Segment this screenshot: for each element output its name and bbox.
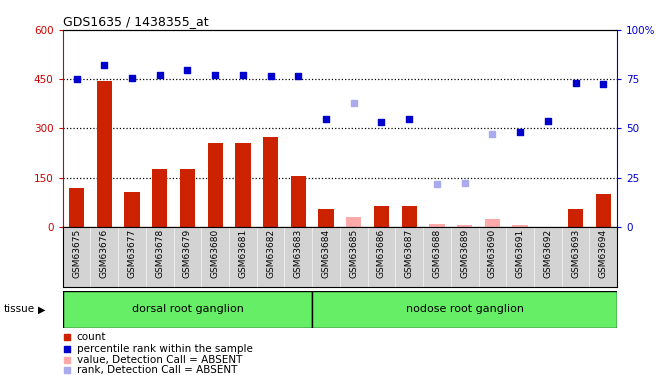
Bar (595, 194, 611, 227)
Point (62, 368, 73, 374)
Point (487, 131, 498, 137)
Point (348, 100, 359, 106)
Text: value, Detection Call = ABSENT: value, Detection Call = ABSENT (77, 355, 242, 365)
Text: GSM63686: GSM63686 (377, 229, 386, 278)
Text: GSM63693: GSM63693 (571, 229, 580, 278)
Bar (312, 291, 617, 328)
Bar (346, 217, 362, 227)
Text: count: count (77, 332, 106, 342)
Point (210, 72, 220, 78)
Point (598, 81, 609, 87)
Bar (207, 143, 223, 227)
Bar (69, 188, 84, 227)
Text: GSM63682: GSM63682 (266, 229, 275, 278)
Point (238, 72, 248, 78)
Text: percentile rank within the sample: percentile rank within the sample (77, 344, 252, 354)
Text: nodose root ganglion: nodose root ganglion (406, 304, 523, 314)
Bar (124, 192, 140, 227)
Text: GSM63684: GSM63684 (321, 229, 331, 278)
Text: dorsal root ganglion: dorsal root ganglion (131, 304, 244, 314)
Text: GDS1635 / 1438355_at: GDS1635 / 1438355_at (63, 15, 209, 28)
Point (127, 75, 137, 81)
Point (62, 346, 73, 352)
Point (62, 334, 73, 340)
Bar (235, 143, 251, 227)
Point (459, 180, 470, 186)
Point (182, 68, 193, 74)
Point (515, 129, 525, 135)
Text: rank, Detection Call = ABSENT: rank, Detection Call = ABSENT (77, 365, 237, 375)
Text: GSM63690: GSM63690 (488, 229, 497, 278)
Text: GSM63681: GSM63681 (238, 229, 248, 278)
Point (543, 118, 553, 124)
Text: GSM63687: GSM63687 (405, 229, 414, 278)
Bar (180, 170, 195, 227)
Point (376, 118, 387, 124)
Point (432, 181, 442, 187)
Point (321, 116, 331, 122)
Text: GSM63685: GSM63685 (349, 229, 358, 278)
Text: ▶: ▶ (38, 304, 45, 314)
Text: GSM63680: GSM63680 (211, 229, 220, 278)
Text: GSM63679: GSM63679 (183, 229, 192, 278)
Bar (96, 81, 112, 227)
Bar (290, 176, 306, 227)
Text: GSM63689: GSM63689 (460, 229, 469, 278)
Point (293, 73, 304, 79)
Point (154, 72, 165, 78)
Text: GSM63677: GSM63677 (127, 229, 137, 278)
Bar (374, 206, 389, 227)
Text: GSM63692: GSM63692 (543, 229, 552, 278)
Point (404, 116, 414, 122)
Bar (263, 136, 279, 227)
Text: GSM63683: GSM63683 (294, 229, 303, 278)
Bar (429, 224, 445, 227)
Bar (318, 209, 334, 227)
Point (570, 80, 581, 86)
Bar (63, 291, 312, 328)
Bar (512, 225, 528, 227)
Text: GSM63691: GSM63691 (515, 229, 525, 278)
Text: GSM63675: GSM63675 (72, 229, 81, 278)
Text: tissue: tissue (3, 304, 34, 314)
Text: GSM63688: GSM63688 (432, 229, 442, 278)
Text: GSM63678: GSM63678 (155, 229, 164, 278)
Point (265, 73, 276, 79)
Point (99, 62, 110, 68)
Bar (152, 170, 168, 227)
Text: GSM63676: GSM63676 (100, 229, 109, 278)
Bar (568, 209, 583, 227)
Text: GSM63694: GSM63694 (599, 229, 608, 278)
Point (62, 357, 73, 363)
Bar (457, 225, 473, 227)
Bar (401, 206, 417, 227)
Bar (484, 219, 500, 227)
Point (71, 76, 82, 82)
